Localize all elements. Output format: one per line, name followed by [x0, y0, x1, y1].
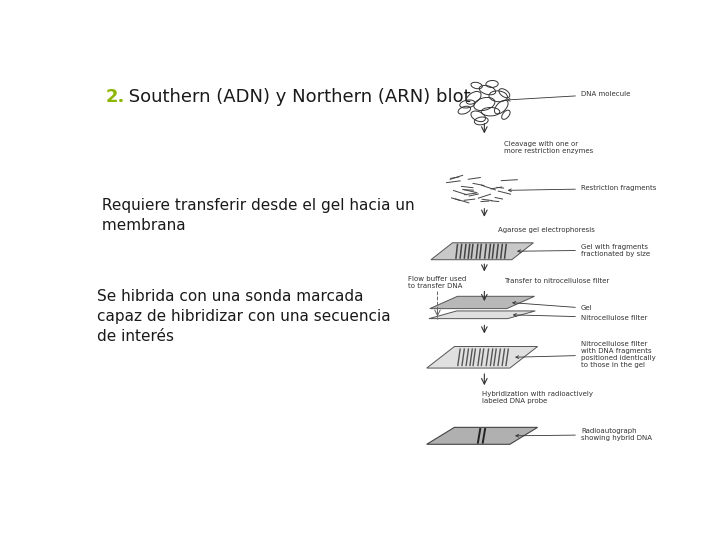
Text: Hybridization with radioactively
labeled DNA probe: Hybridization with radioactively labeled…: [482, 392, 593, 404]
Polygon shape: [429, 311, 535, 319]
Text: Gel: Gel: [513, 301, 593, 311]
Text: Nitrocellulose filter: Nitrocellulose filter: [513, 314, 647, 321]
Polygon shape: [430, 296, 534, 309]
Text: 2.: 2.: [106, 88, 125, 106]
Polygon shape: [427, 427, 538, 444]
Text: Requiere transferir desde el gel hacia un
 membrana: Requiere transferir desde el gel hacia u…: [97, 198, 415, 233]
Text: Flow buffer used
to transfer DNA: Flow buffer used to transfer DNA: [408, 276, 466, 289]
Text: Transfer to nitrocellulose filter: Transfer to nitrocellulose filter: [504, 278, 609, 284]
Text: Southern (ADN) y Northern (ARN) blot: Southern (ADN) y Northern (ARN) blot: [122, 88, 470, 106]
Text: DNA molecule: DNA molecule: [508, 91, 630, 101]
Polygon shape: [431, 243, 534, 260]
Text: Radioautograph
showing hybrid DNA: Radioautograph showing hybrid DNA: [516, 428, 652, 441]
Text: Restriction fragments: Restriction fragments: [508, 185, 656, 192]
Text: Agarose gel electrophoresis: Agarose gel electrophoresis: [498, 227, 595, 233]
Text: Se hibrida con una sonda marcada
capaz de hibridizar con una secuencia
de interé: Se hibrida con una sonda marcada capaz d…: [97, 289, 391, 344]
Text: Gel with fragments
fractionated by size: Gel with fragments fractionated by size: [518, 244, 650, 256]
Text: Nitrocellulose filter
with DNA fragments
positioned identically
to those in the : Nitrocellulose filter with DNA fragments…: [516, 341, 656, 368]
Text: Cleavage with one or
more restriction enzymes: Cleavage with one or more restriction en…: [504, 141, 593, 154]
Polygon shape: [427, 347, 538, 368]
